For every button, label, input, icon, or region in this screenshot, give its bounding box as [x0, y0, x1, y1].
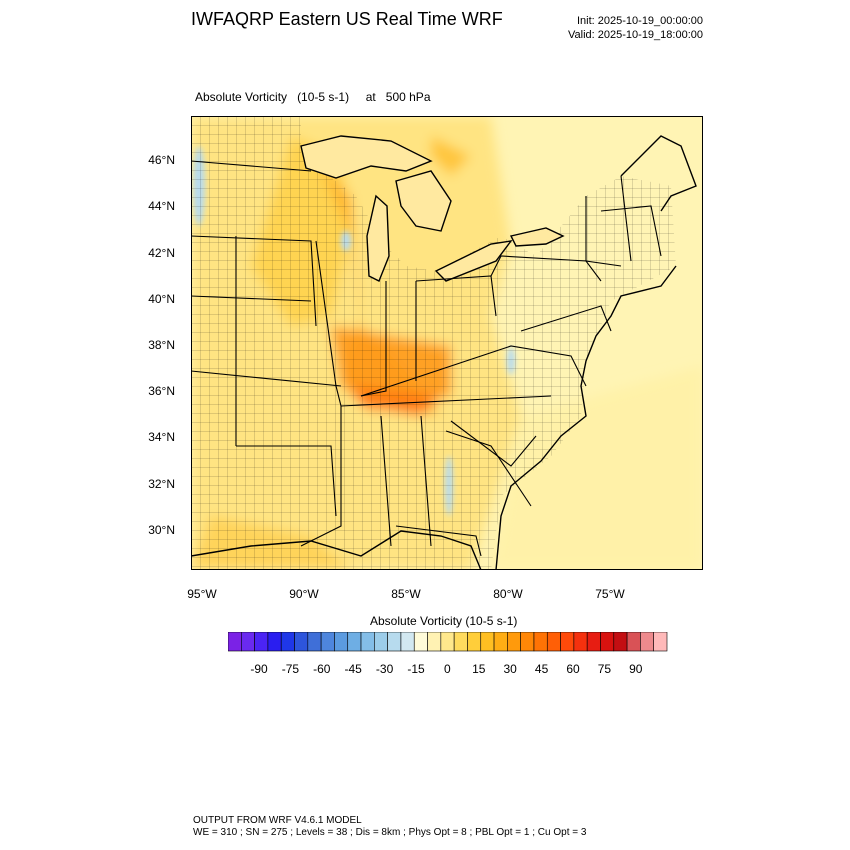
model-footer: OUTPUT FROM WRF V4.6.1 MODEL WE = 310 ; …: [193, 815, 586, 839]
lat-label-38: 38°N: [148, 338, 175, 352]
colorbar-tick-label: 30: [503, 662, 517, 676]
colorbar-swatch: [467, 632, 482, 652]
lat-label-44: 44°N: [148, 199, 175, 213]
colorbar-swatch: [533, 632, 548, 652]
colorbar-swatch: [600, 632, 615, 652]
colorbar-swatch: [480, 632, 495, 652]
colorbar-swatch: [413, 632, 428, 652]
colorbar-swatch: [427, 632, 442, 652]
colorbar-swatch: [440, 632, 455, 652]
lat-label-46: 46°N: [148, 153, 175, 167]
field-subtitle: Absolute Vorticity (10-5 s-1) at 500 hPa: [195, 90, 431, 104]
colorbar-swatch: [560, 632, 575, 652]
level-at: at: [365, 90, 376, 104]
colorbar-swatch: [307, 632, 322, 652]
colorbar-swatch: [613, 632, 628, 652]
lat-label-30: 30°N: [148, 523, 175, 537]
colorbar-tick-label: -90: [250, 662, 268, 676]
colorbar-swatch: [520, 632, 535, 652]
pressure-level: 500 hPa: [385, 90, 431, 104]
colorbar-tick-label: 0: [444, 662, 451, 676]
footer-model: OUTPUT FROM WRF V4.6.1 MODEL: [193, 815, 362, 826]
lat-label-32: 32°N: [148, 477, 175, 491]
colorbar-swatch: [241, 632, 255, 652]
colorbar-swatch: [254, 632, 269, 652]
colorbar-tick-label: -15: [407, 662, 425, 676]
colorbar-tick-label: 60: [566, 662, 580, 676]
colorbar-tick-label: 45: [534, 662, 549, 676]
colorbar-swatch: [267, 632, 282, 652]
colorbar-swatch: [653, 632, 668, 652]
colorbar-tick-label: -30: [375, 662, 394, 676]
colorbar-swatch: [347, 632, 362, 652]
valid-time: Valid: 2025-10-19_18:00:00: [568, 29, 703, 41]
vorticity-map: [191, 116, 703, 570]
colorbar-swatch: [586, 632, 601, 652]
lat-label-40: 40°N: [148, 292, 175, 306]
field-units: (10-5 s-1): [297, 90, 350, 104]
coastline: [191, 135, 697, 570]
lat-label-36: 36°N: [148, 384, 175, 398]
colorbar-tick-label: 90: [629, 662, 643, 676]
colorbar-swatch: [400, 632, 415, 652]
colorbar-tick-label: 75: [597, 662, 612, 676]
colorbar-swatch: [507, 632, 521, 652]
colorbar-swatch: [640, 632, 654, 652]
colorbar: [228, 632, 668, 652]
colorbar-swatch: [320, 632, 335, 652]
field-name: Absolute Vorticity: [195, 90, 288, 104]
colorbar-tick-label: 15: [472, 662, 486, 676]
colorbar-tick-label: -45: [344, 662, 362, 676]
time-info: Init: 2025-10-19_00:00:00 Valid: 2025-10…: [568, 14, 703, 42]
great-lakes: [300, 135, 565, 282]
lon-label-80: 80°W: [493, 587, 523, 601]
lon-label-90: 90°W: [289, 587, 319, 601]
colorbar-swatch: [374, 632, 388, 652]
colorbar-swatch: [626, 632, 641, 652]
map-frame: [191, 116, 703, 570]
plot-title: IWFAQRP Eastern US Real Time WRF: [191, 9, 503, 29]
colorbar-title: Absolute Vorticity (10-5 s-1): [370, 614, 518, 628]
colorbar-swatch: [453, 632, 468, 652]
colorbar-swatch: [280, 632, 295, 652]
lat-label-34: 34°N: [148, 430, 175, 444]
state-boundaries: [191, 160, 662, 557]
colorbar-swatch: [573, 632, 588, 652]
colorbar-swatch: [546, 632, 561, 652]
footer-config: WE = 310 ; SN = 275 ; Levels = 38 ; Dis …: [193, 827, 587, 838]
colorbar-swatch: [228, 632, 242, 652]
lat-label-42: 42°N: [148, 246, 175, 260]
init-time: Init: 2025-10-19_00:00:00: [577, 15, 703, 27]
colorbar-swatch: [334, 632, 349, 652]
colorbar-swatch: [493, 632, 508, 652]
lon-label-75: 75°W: [595, 587, 625, 601]
colorbar-swatch: [360, 632, 375, 652]
county-boundaries: [191, 116, 676, 570]
lon-label-85: 85°W: [391, 587, 421, 601]
colorbar-swatch: [387, 632, 402, 652]
colorbar-tick-label: -60: [313, 662, 331, 676]
colorbar-swatch: [294, 632, 309, 652]
lon-label-95: 95°W: [187, 587, 217, 601]
colorbar-tick-label: -75: [281, 662, 300, 676]
